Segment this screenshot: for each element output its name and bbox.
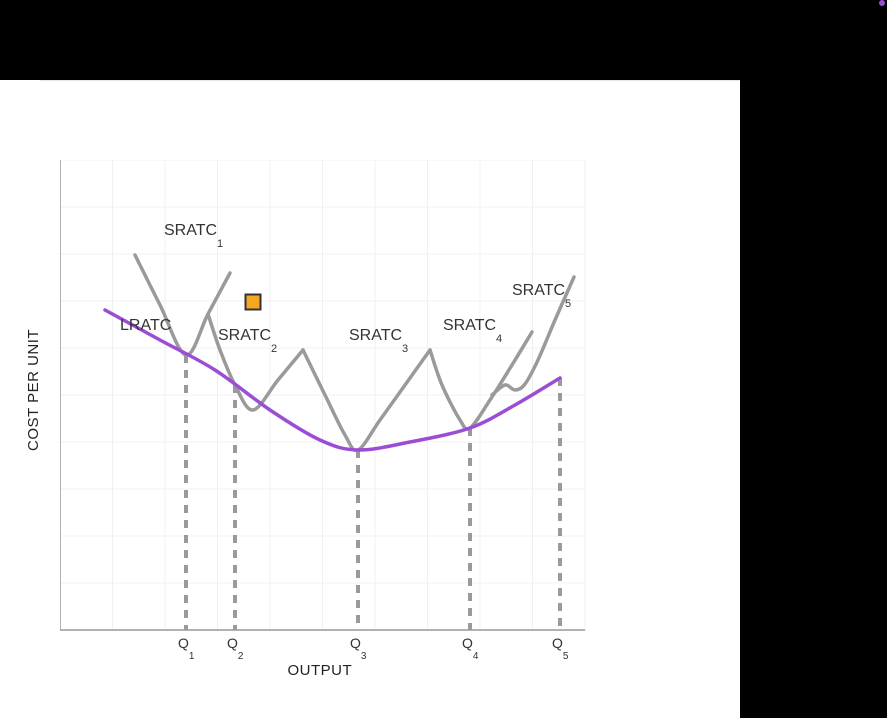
x-tick-q3: Q3 [350, 635, 367, 662]
x-tick-q2: Q2 [227, 635, 244, 662]
panel-top-rule [40, 80, 740, 81]
sratc-label-3: SRATC3 [349, 327, 408, 355]
draggable-marker[interactable] [246, 295, 261, 310]
decorative-dot [879, 0, 885, 6]
chart-area: LRATCSRATC1SRATC2SRATC3SRATC4SRATC5Q1Q2Q… [60, 160, 625, 670]
cost-curve-chart: LRATCSRATC1SRATC2SRATC3SRATC4SRATC5Q1Q2Q… [60, 160, 625, 670]
sratc-curve-4 [430, 332, 532, 429]
x-tick-q1: Q1 [178, 635, 195, 662]
sratc-label-4: SRATC4 [443, 317, 502, 345]
y-axis-label: COST PER UNIT [25, 329, 42, 451]
chart-panel: COST PER UNIT OUTPUT LRATCSRATC1SRATC2SR… [0, 80, 740, 718]
lratc-label: LRATC [120, 317, 171, 334]
x-tick-q4: Q4 [462, 635, 479, 662]
sratc-label-2: SRATC2 [218, 327, 277, 355]
grid [60, 160, 585, 630]
x-tick-q5: Q5 [552, 635, 569, 662]
sratc-label-1: SRATC1 [164, 222, 223, 250]
